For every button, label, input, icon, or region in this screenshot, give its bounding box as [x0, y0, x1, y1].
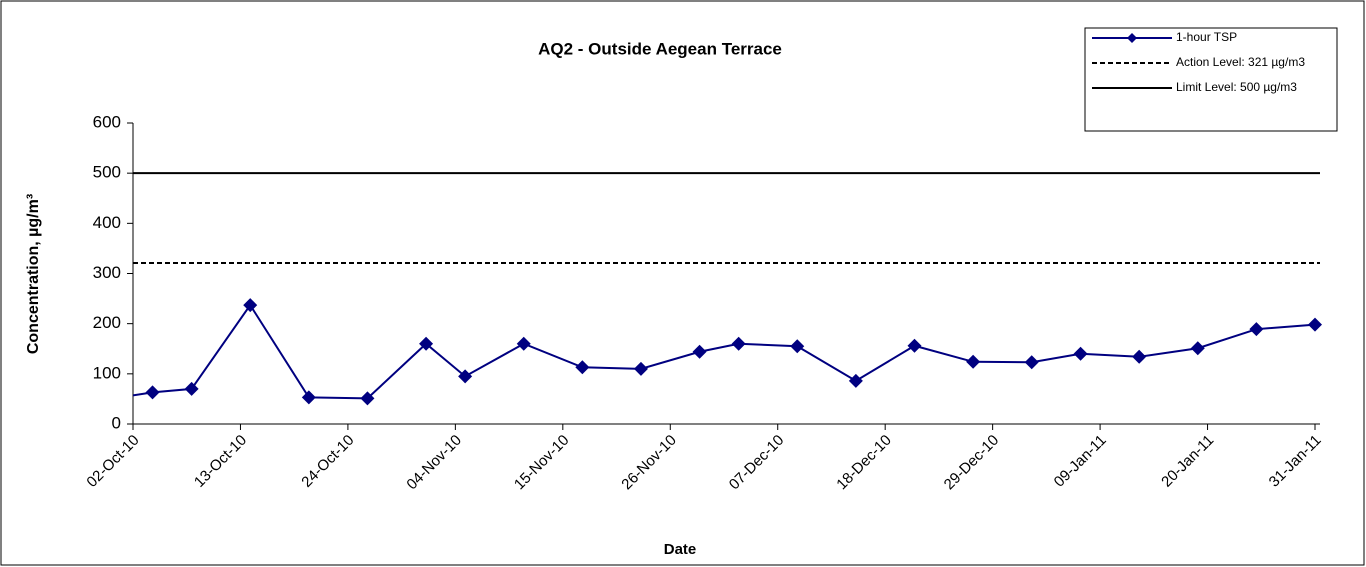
legend-marker: [1127, 33, 1137, 43]
legend-label: Action Level: 321 µg/m3: [1176, 55, 1305, 69]
y-tick-label: 400: [93, 213, 121, 232]
data-point: [1073, 346, 1088, 361]
data-point: [1190, 341, 1205, 356]
y-tick-label: 200: [93, 313, 121, 332]
data-point: [692, 344, 707, 359]
data-point: [790, 339, 805, 354]
y-tick-label: 500: [93, 163, 121, 182]
y-tick-label: 100: [93, 363, 121, 382]
data-point: [1249, 322, 1264, 337]
data-point: [966, 354, 981, 369]
y-axis-label: Concentration, µg/m³: [25, 194, 42, 354]
data-point: [848, 373, 863, 388]
data-point: [1308, 317, 1322, 332]
data-point: [184, 381, 199, 396]
y-tick-label: 0: [112, 413, 121, 432]
data-point: [907, 338, 922, 353]
data-point: [731, 336, 746, 351]
data-point: [145, 385, 160, 400]
data-point: [1024, 355, 1039, 370]
data-point: [301, 390, 316, 405]
data-point: [575, 360, 590, 375]
data-point: [419, 336, 434, 351]
data-point: [1132, 349, 1147, 364]
data-point: [360, 391, 375, 406]
data-point: [516, 336, 531, 351]
legend-label: 1-hour TSP: [1176, 30, 1237, 44]
legend-box: [1084, 27, 1338, 132]
y-tick-label: 600: [93, 112, 121, 131]
y-tick-label: 300: [93, 263, 121, 282]
data-point: [243, 298, 258, 313]
data-point: [633, 361, 648, 376]
legend-label: Limit Level: 500 µg/m3: [1176, 80, 1297, 94]
data-point: [458, 369, 473, 384]
chart-title: AQ2 - Outside Aegean Terrace: [538, 39, 782, 58]
x-axis-label: Date: [664, 541, 697, 558]
